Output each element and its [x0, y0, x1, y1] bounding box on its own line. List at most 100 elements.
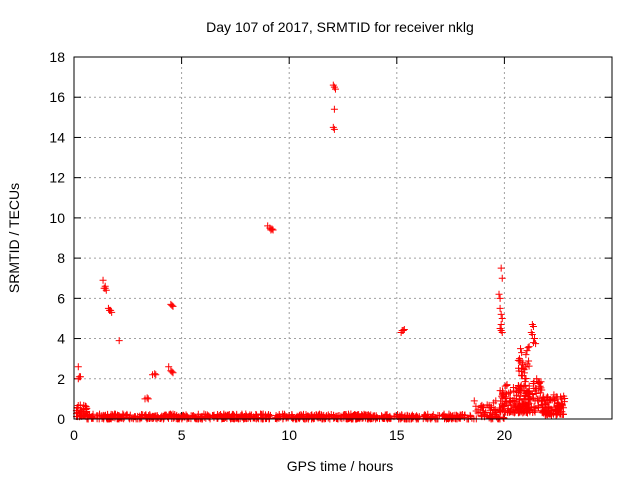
data-point	[535, 395, 543, 403]
data-point	[165, 363, 173, 371]
data-point	[168, 368, 176, 376]
data-point	[509, 383, 517, 391]
data-point	[315, 410, 323, 418]
data-point	[400, 326, 408, 334]
data-point	[497, 320, 505, 328]
data-point	[524, 388, 532, 396]
data-point	[483, 401, 491, 409]
data-point	[502, 398, 510, 406]
data-point	[79, 406, 87, 414]
data-point	[525, 389, 533, 397]
data-point	[439, 412, 447, 420]
data-point	[74, 363, 82, 371]
data-point	[528, 391, 536, 399]
data-point	[535, 385, 543, 393]
data-point	[269, 226, 277, 234]
data-point	[524, 344, 532, 352]
data-point	[498, 394, 506, 402]
data-point	[504, 401, 512, 409]
data-point	[553, 410, 561, 418]
data-point	[492, 397, 500, 405]
data-point	[164, 414, 172, 422]
data-point	[297, 411, 305, 419]
data-point	[97, 412, 105, 420]
data-point	[522, 351, 530, 359]
data-point	[554, 399, 562, 407]
y-tick-label: 14	[49, 129, 65, 145]
data-point	[530, 407, 538, 415]
y-tick-label: 18	[49, 49, 65, 65]
data-point	[83, 412, 91, 420]
data-point	[238, 410, 246, 418]
data-point	[200, 410, 208, 418]
data-point	[515, 355, 523, 363]
data-point	[498, 274, 506, 282]
data-point	[229, 414, 237, 422]
data-point	[519, 359, 527, 367]
data-point	[525, 343, 533, 351]
axis-ticks: 0 5 10 15 20 0 2 4 6 8 10 12 14 16 18	[49, 49, 612, 443]
data-point	[128, 414, 136, 422]
data-point	[214, 414, 222, 422]
data-point	[308, 411, 316, 419]
data-point	[161, 411, 169, 419]
data-point	[222, 411, 230, 419]
data-point	[515, 367, 523, 375]
x-tick-label: 0	[70, 427, 78, 443]
data-point	[296, 414, 304, 422]
data-points	[72, 81, 569, 423]
data-point	[268, 225, 276, 233]
y-tick-label: 12	[49, 170, 65, 186]
data-point	[515, 405, 523, 413]
data-point	[209, 412, 217, 420]
data-point	[136, 412, 144, 420]
data-point	[450, 414, 458, 422]
data-point	[324, 411, 332, 419]
data-point	[241, 414, 249, 422]
data-point	[499, 387, 507, 395]
data-point	[518, 349, 526, 357]
data-point	[74, 402, 82, 410]
data-point	[421, 411, 429, 419]
data-point	[252, 411, 260, 419]
data-point	[425, 414, 433, 422]
data-point	[496, 294, 504, 302]
data-point	[251, 414, 259, 422]
data-point	[169, 302, 177, 310]
data-point	[137, 414, 145, 422]
data-point	[409, 414, 417, 422]
grid-lines	[74, 57, 612, 419]
data-point	[179, 411, 187, 419]
data-point	[499, 403, 507, 411]
data-point	[99, 276, 107, 284]
data-point	[552, 411, 560, 419]
data-point	[478, 403, 486, 411]
data-point	[503, 390, 511, 398]
data-point	[340, 411, 348, 419]
y-axis-label: SRMTID / TECUs	[6, 183, 22, 293]
data-point	[528, 331, 536, 339]
data-point	[515, 385, 523, 393]
data-point	[330, 105, 338, 113]
data-point	[516, 396, 524, 404]
data-point	[440, 410, 448, 418]
x-tick-label: 10	[281, 427, 297, 443]
data-point	[398, 411, 406, 419]
data-point	[108, 308, 116, 316]
data-point	[497, 310, 505, 318]
data-point	[547, 410, 555, 418]
data-point	[525, 357, 533, 365]
x-tick-label: 20	[497, 427, 513, 443]
data-point	[138, 411, 146, 419]
data-point	[351, 411, 359, 419]
data-point	[532, 340, 540, 348]
data-point	[550, 397, 558, 405]
plot-frame	[73, 56, 613, 420]
data-point	[101, 284, 109, 292]
data-point	[536, 389, 544, 397]
data-point	[367, 411, 375, 419]
data-point	[169, 369, 177, 377]
x-tick-label: 15	[389, 427, 405, 443]
data-point	[76, 373, 84, 381]
